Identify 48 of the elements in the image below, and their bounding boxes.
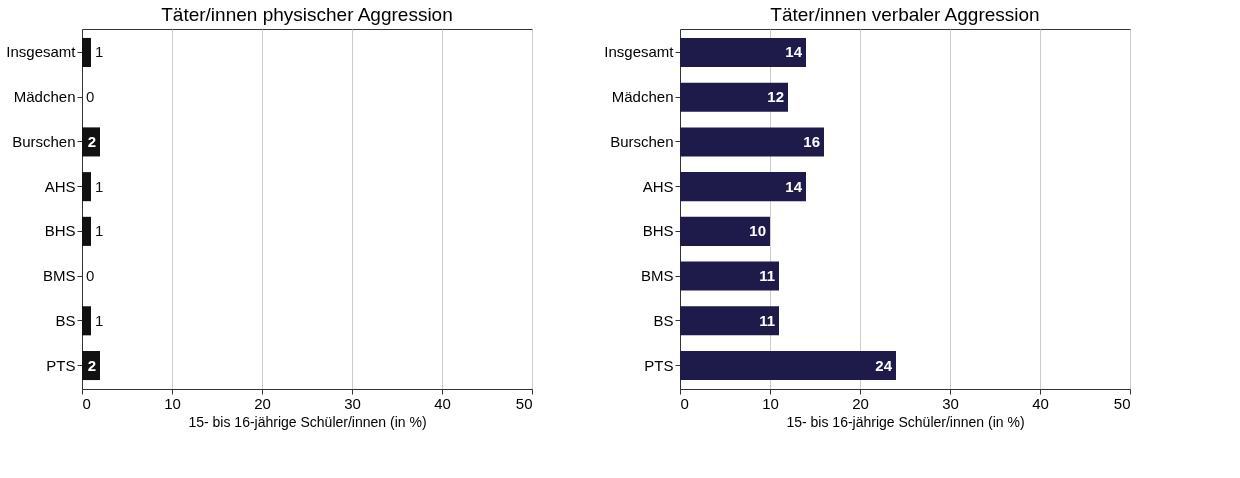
x-tick-label: 30: [344, 394, 361, 412]
y-tick-label: BMS: [42, 267, 76, 285]
x-tick-label: 0: [680, 394, 689, 412]
x-axis-title: 15- bis 16-jährige Schüler/innen (in %): [786, 413, 1025, 430]
data-label: 24: [875, 356, 893, 374]
x-tick-label: 10: [164, 394, 181, 412]
data-label: 2: [87, 132, 96, 150]
data-label: 10: [749, 222, 766, 240]
data-label: 0: [86, 267, 95, 285]
y-tick-label: Insgesamt: [6, 43, 77, 61]
y-tick-label: AHS: [642, 177, 674, 195]
x-tick-label: 20: [254, 394, 271, 412]
x-tick-label: 50: [515, 394, 533, 412]
data-label: 1: [95, 177, 104, 195]
data-label: 11: [759, 267, 775, 285]
data-label: 1: [95, 43, 104, 61]
x-tick-label: 30: [942, 394, 959, 412]
data-label: 1: [95, 311, 104, 329]
data-label: 0: [86, 88, 95, 106]
y-tick-label: BHS: [642, 222, 674, 240]
data-label: 14: [785, 43, 803, 61]
y-tick-label: Burschen: [12, 132, 76, 150]
x-tick-label: 50: [1113, 394, 1131, 412]
x-tick-label: 0: [82, 394, 91, 412]
data-label: 16: [803, 132, 820, 150]
y-tick-label: Insgesamt: [604, 43, 675, 61]
y-tick-label: Mädchen: [611, 88, 674, 106]
data-label: 1: [95, 222, 104, 240]
y-tick-label: PTS: [46, 356, 76, 374]
data-label: 12: [767, 88, 784, 106]
y-tick-label: Burschen: [610, 132, 674, 150]
y-tick-label: Mädchen: [13, 88, 76, 106]
y-tick-label: PTS: [644, 356, 674, 374]
y-tick-label: AHS: [44, 177, 76, 195]
x-tick-label: 40: [434, 394, 451, 412]
chart-title: Täter/innen verbaler Aggression: [770, 4, 1040, 25]
x-tick-label: 10: [762, 394, 779, 412]
data-label: 11: [759, 311, 775, 329]
x-tick-label: 20: [852, 394, 869, 412]
data-label: 2: [87, 356, 96, 374]
y-tick-label: BMS: [640, 267, 674, 285]
y-tick-label: BS: [55, 311, 76, 329]
x-tick-label: 40: [1032, 394, 1049, 412]
data-label: 14: [785, 177, 803, 195]
y-tick-label: BS: [653, 311, 674, 329]
chart-title: Täter/innen physischer Aggression: [161, 4, 453, 25]
y-tick-label: BHS: [44, 222, 76, 240]
x-axis-title: 15- bis 16-jährige Schüler/innen (in %): [188, 413, 427, 430]
